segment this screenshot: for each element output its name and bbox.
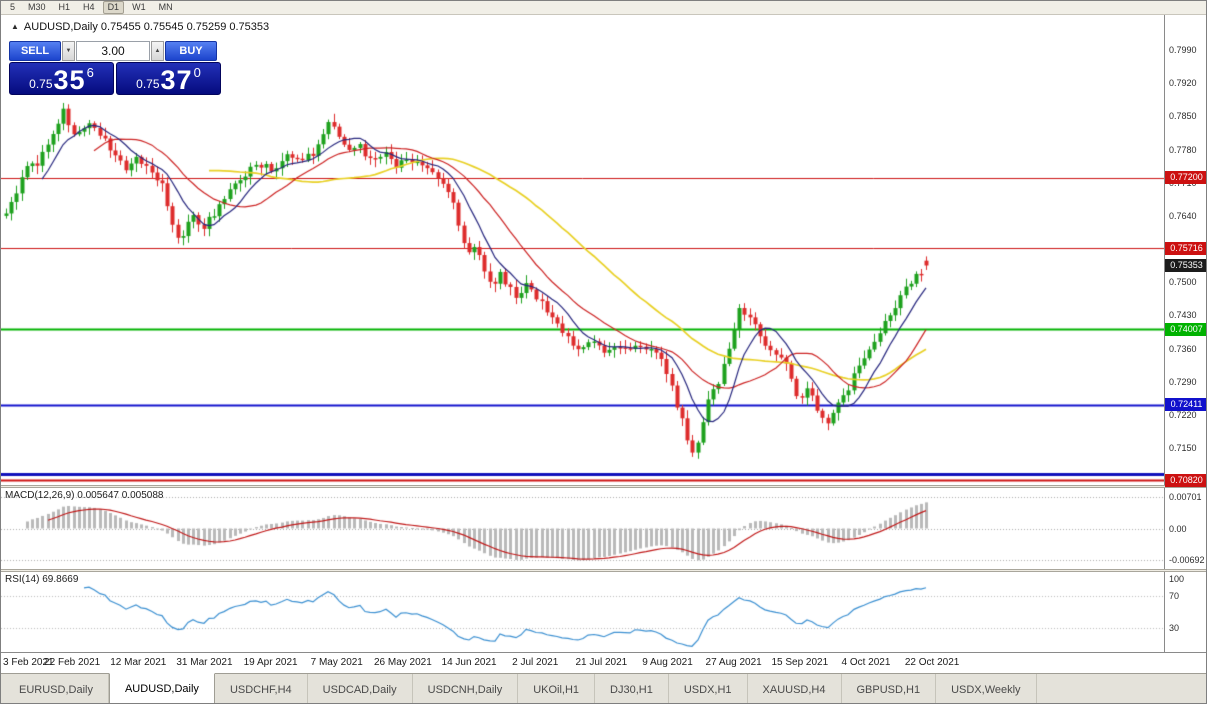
bid-price-prefix: 0.75 xyxy=(29,77,53,91)
ask-price-display[interactable]: 0.75 37 0 xyxy=(116,62,221,95)
chart-tab-usdchf[interactable]: USDCHF,H4 xyxy=(215,674,308,703)
timeframe-button-mn[interactable]: MN xyxy=(158,2,173,12)
hline-price-tag: 0.75716 xyxy=(1165,241,1206,255)
chevron-down-icon: ▼ xyxy=(65,48,72,54)
rsi-panel-divider[interactable] xyxy=(1,569,1206,572)
hline-price-tag: 0.72411 xyxy=(1165,398,1206,412)
rsi-indicator-canvas[interactable] xyxy=(1,572,1164,652)
price-axis-label: 0.7990 xyxy=(1169,45,1197,56)
price-axis-label: 0.7290 xyxy=(1169,376,1197,387)
price-axis-label: 0.7430 xyxy=(1169,310,1197,321)
price-axis-label: 0.7500 xyxy=(1169,277,1197,288)
chart-tab-audusd[interactable]: AUDUSD,Daily xyxy=(108,673,215,703)
symbol-ohlc-text: AUDUSD,Daily 0.75455 0.75545 0.75259 0.7… xyxy=(23,21,270,33)
date-axis-label: 22 Feb 2021 xyxy=(44,657,101,668)
macd-panel-divider[interactable] xyxy=(1,485,1206,488)
one-click-panel-toggle-icon[interactable]: ▲ xyxy=(11,22,19,31)
ask-price-big-digits: 37 xyxy=(160,65,193,96)
macd-axis-label: 0.00 xyxy=(1169,523,1187,534)
chart-tab-bar: EURUSD,Daily AUDUSD,Daily USDCHF,H4 USDCAD,… xyxy=(1,673,1206,703)
chart-tab-usdcnh[interactable]: USDCNH,Daily xyxy=(413,674,519,703)
chart-tab-eurusd[interactable]: EURUSD,Daily xyxy=(4,674,109,703)
chart-tab-usdx[interactable]: USDX,H1 xyxy=(669,674,748,703)
date-axis-label: 3 Feb 2021 xyxy=(3,657,54,668)
timeframe-button-h4[interactable]: H4 xyxy=(83,2,95,12)
chart-symbol-header: ▲ AUDUSD,Daily 0.75455 0.75545 0.75259 0… xyxy=(11,21,269,33)
price-axis-label: 0.7640 xyxy=(1169,210,1197,221)
price-axis-label: 0.7220 xyxy=(1169,409,1197,420)
date-axis-label: 26 May 2021 xyxy=(373,657,432,668)
rsi-axis-label: 70 xyxy=(1169,591,1180,601)
price-axis-label: 0.7360 xyxy=(1169,343,1197,354)
date-axis-label: 19 Apr 2021 xyxy=(243,657,298,668)
ask-price-prefix: 0.75 xyxy=(136,77,160,91)
hline-price-tag: 0.77200 xyxy=(1165,171,1206,185)
bid-price-pip-digit: 6 xyxy=(86,65,94,80)
trade-order-row: SELL ▼ ▲ BUY xyxy=(9,41,221,61)
chart-tab-gbpusd[interactable]: GBPUSD,H1 xyxy=(842,674,937,703)
macd-axis-label: -0.00692 xyxy=(1169,554,1205,565)
chevron-up-icon: ▲ xyxy=(154,48,161,54)
timeframe-button-w1[interactable]: W1 xyxy=(132,2,146,12)
date-axis-label: 9 Aug 2021 xyxy=(642,657,693,668)
bid-price-big-digits: 35 xyxy=(53,65,86,96)
price-axis-label: 0.7150 xyxy=(1169,443,1197,454)
hline-price-tag: 0.74007 xyxy=(1165,322,1206,336)
date-axis-label: 31 Mar 2021 xyxy=(176,657,233,668)
volume-decrease-button[interactable]: ▼ xyxy=(62,41,75,61)
timeframe-toolbar: 5 M30 H1 H4 D1 W1 MN xyxy=(1,1,1206,15)
ask-price-pip-digit: 0 xyxy=(193,65,201,80)
volume-input[interactable] xyxy=(76,41,150,61)
timeframe-button-d1[interactable]: D1 xyxy=(102,1,125,14)
date-axis-label: 27 Aug 2021 xyxy=(705,657,762,668)
date-axis-label: 4 Oct 2021 xyxy=(841,657,891,668)
chart-tab-ukoil[interactable]: UKOil,H1 xyxy=(518,674,596,703)
bid-price-display[interactable]: 0.75 35 6 xyxy=(9,62,114,95)
rsi-axis-label: 100 xyxy=(1169,574,1185,584)
chart-tab-usdcad[interactable]: USDCAD,Daily xyxy=(308,674,413,703)
date-axis: 3 Feb 2021 22 Feb 2021 12 Mar 2021 31 Mar 2… xyxy=(1,652,1206,673)
timeframe-button-m30[interactable]: M30 xyxy=(28,2,46,12)
date-axis-label: 21 Jul 2021 xyxy=(575,657,628,668)
date-axis-label: 22 Oct 2021 xyxy=(904,657,960,668)
chart-tab-xauusd[interactable]: XAUUSD,H4 xyxy=(748,674,842,703)
chart-tab-usdx[interactable]: USDX,Weekly xyxy=(936,674,1037,703)
date-axis-label: 12 Mar 2021 xyxy=(110,657,167,668)
hline-price-tag: 0.70820 xyxy=(1165,473,1206,487)
date-axis-label: 7 May 2021 xyxy=(310,657,363,668)
chart-tab-dj30[interactable]: DJ30,H1 xyxy=(595,674,669,703)
hline-price-tag: 0.75353 xyxy=(1165,258,1206,272)
timeframe-button-5[interactable]: 5 xyxy=(10,2,16,12)
macd-indicator-label: MACD(12,26,9) 0.005647 0.005088 xyxy=(5,490,164,501)
date-axis-label: 15 Sep 2021 xyxy=(771,657,829,668)
date-axis-label: 2 Jul 2021 xyxy=(512,657,559,668)
price-axis-label: 0.7850 xyxy=(1169,111,1197,122)
price-axis-label: 0.7920 xyxy=(1169,78,1197,89)
date-axis-label: 14 Jun 2021 xyxy=(441,657,497,668)
rsi-axis-label: 30 xyxy=(1169,623,1180,633)
sell-button[interactable]: SELL xyxy=(9,41,61,61)
buy-button[interactable]: BUY xyxy=(165,41,217,61)
macd-axis-label: 0.00701 xyxy=(1169,491,1202,502)
rsi-indicator-label: RSI(14) 69.8669 xyxy=(5,574,79,585)
volume-increase-button[interactable]: ▲ xyxy=(151,41,164,61)
bid-ask-display: 0.75 35 6 0.75 37 0 xyxy=(9,62,221,95)
one-click-trading-panel: SELL ▼ ▲ BUY 0.75 35 6 0.75 37 0 xyxy=(9,41,221,95)
macd-indicator-canvas[interactable] xyxy=(1,488,1164,569)
price-axis-label: 0.7780 xyxy=(1169,144,1197,155)
timeframe-button-h1[interactable]: H1 xyxy=(58,2,71,12)
